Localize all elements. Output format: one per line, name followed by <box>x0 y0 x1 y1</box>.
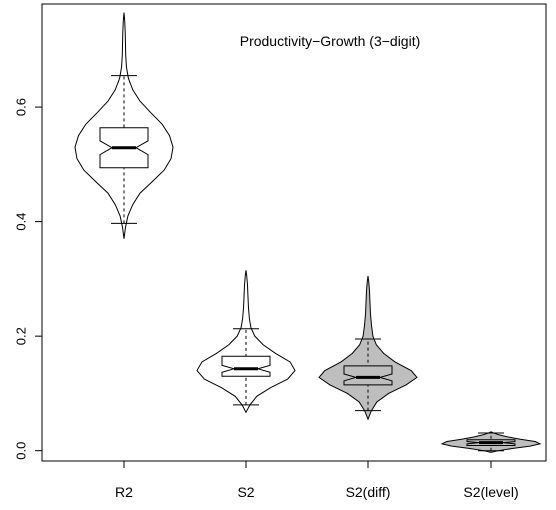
notched-box <box>221 355 271 377</box>
y-tick-label: 0.6 <box>13 98 28 116</box>
violin-s2-diff <box>318 275 418 421</box>
y-tick-label: 0.0 <box>13 442 28 460</box>
y-tick-label: 0.4 <box>13 213 28 231</box>
violin-s2-level <box>440 431 542 453</box>
violin-shape <box>196 270 296 414</box>
x-tick-label: S2(level) <box>463 484 518 500</box>
violin-s2 <box>196 270 296 414</box>
x-tick-label: R2 <box>115 484 133 500</box>
axes: 0.0 0.2 0.4 0.6 R2 S2 S2(diff) S2(level) <box>13 3 547 500</box>
x-tick-label: S2(diff) <box>346 484 391 500</box>
notched-box <box>343 365 393 386</box>
violin-r2 <box>74 12 174 239</box>
x-tick-label: S2 <box>237 484 254 500</box>
plot-area <box>74 12 542 453</box>
chart-title: Productivity−Growth (3−digit) <box>240 33 421 49</box>
plot-frame <box>41 3 547 462</box>
y-tick-label: 0.2 <box>13 327 28 345</box>
